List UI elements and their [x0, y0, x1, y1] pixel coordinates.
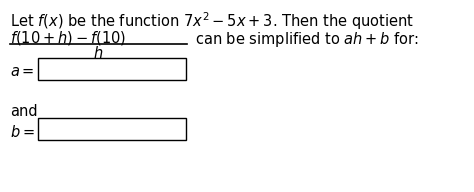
Text: $f(10+h) - f(10)$: $f(10+h) - f(10)$ — [10, 29, 126, 47]
Text: $h$: $h$ — [93, 45, 103, 61]
Text: $a =$: $a =$ — [10, 64, 35, 79]
Text: $b =$: $b =$ — [10, 124, 35, 140]
Text: Let $f(x)$ be the function $7x^2 - 5x + 3$. Then the quotient: Let $f(x)$ be the function $7x^2 - 5x + … — [10, 10, 414, 32]
Text: and: and — [10, 104, 37, 119]
FancyBboxPatch shape — [38, 118, 186, 140]
Text: can be simplified to $ah + b$ for:: can be simplified to $ah + b$ for: — [195, 30, 419, 49]
FancyBboxPatch shape — [38, 58, 186, 80]
